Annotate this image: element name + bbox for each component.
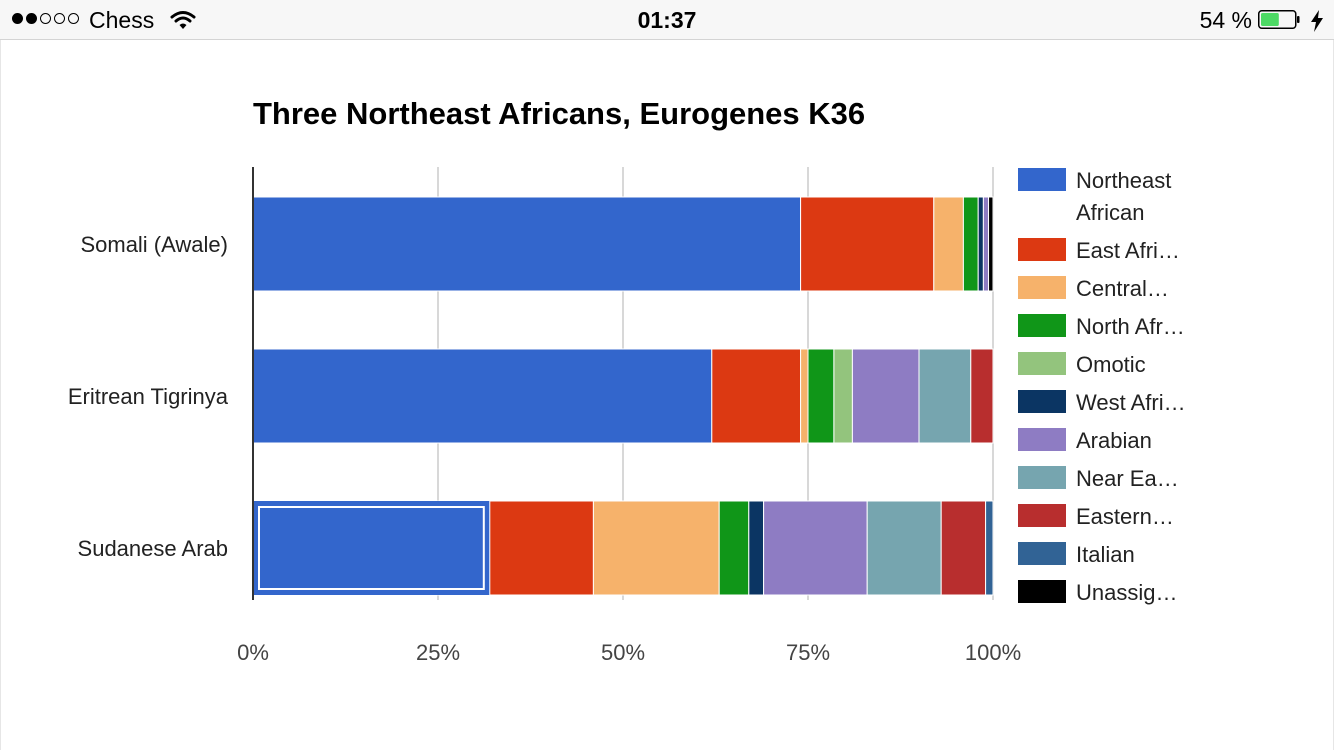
signal-dot — [12, 13, 23, 24]
legend-item[interactable]: Italian — [1018, 542, 1135, 567]
bar-segment[interactable] — [962, 196, 979, 292]
legend-item[interactable]: Eastern… — [1018, 504, 1174, 529]
legend-item[interactable]: North Afr… — [1018, 314, 1185, 339]
bar-segment[interactable] — [933, 196, 964, 292]
chart-title: Three Northeast Africans, Eurogenes K36 — [253, 96, 865, 131]
x-tick-label: 50% — [601, 640, 645, 665]
legend-swatch — [1018, 466, 1066, 489]
legend-item[interactable]: Omotic — [1018, 352, 1146, 377]
legend-label: Italian — [1076, 542, 1135, 567]
legend-item[interactable]: Near Ea… — [1018, 466, 1179, 491]
legend-swatch — [1018, 542, 1066, 565]
legend-swatch — [1018, 238, 1066, 261]
bar-segment[interactable] — [977, 196, 984, 292]
selection-outline-inner — [258, 506, 485, 590]
bar-segment[interactable] — [807, 348, 835, 444]
category-label: Sudanese Arab — [78, 536, 228, 561]
bar-segment[interactable] — [748, 500, 765, 596]
bar-segment[interactable] — [866, 500, 942, 596]
legend-swatch — [1018, 352, 1066, 375]
y-axis-categories: Somali (Awale) Eritrean Tigrinya Sudanese … — [68, 232, 229, 561]
legend: Northeast African East Afri… Central… North … — [1018, 168, 1186, 605]
bar-segment[interactable] — [800, 196, 935, 292]
signal-dot — [40, 13, 51, 24]
bar-segment[interactable] — [800, 348, 809, 444]
status-bar: Chess 01:37 54 % — [0, 0, 1334, 40]
bar-segment[interactable] — [918, 348, 972, 444]
legend-label: Central… — [1076, 276, 1169, 301]
bar-segment[interactable] — [985, 500, 994, 596]
legend-label: African — [1076, 200, 1144, 225]
legend-label: Omotic — [1076, 352, 1146, 377]
bar-segment[interactable] — [252, 500, 491, 596]
bars — [252, 196, 994, 596]
legend-swatch — [1018, 276, 1066, 299]
legend-label: Near Ea… — [1076, 466, 1179, 491]
x-tick-label: 0% — [237, 640, 269, 665]
legend-swatch — [1018, 390, 1066, 413]
bar-segment[interactable] — [988, 196, 994, 292]
legend-label: Eastern… — [1076, 504, 1174, 529]
battery-icon — [1258, 10, 1300, 29]
stacked-bar-chart: Three Northeast Africans, Eurogenes K36 … — [68, 96, 1186, 665]
legend-label: West Afri… — [1076, 390, 1186, 415]
status-time: 01:37 — [637, 7, 697, 33]
charging-bolt-icon — [1311, 10, 1323, 32]
signal-dot — [26, 13, 37, 24]
bar-segment[interactable] — [718, 500, 750, 596]
legend-item[interactable]: West Afri… — [1018, 390, 1186, 415]
legend-swatch — [1018, 314, 1066, 337]
legend-label: East Afri… — [1076, 238, 1180, 263]
legend-label: Arabian — [1076, 428, 1152, 453]
bar-segment[interactable] — [982, 196, 990, 292]
legend-item[interactable]: East Afri… — [1018, 238, 1180, 263]
legend-item[interactable]: Arabian — [1018, 428, 1152, 453]
bar-segment[interactable] — [592, 500, 720, 596]
x-tick-label: 25% — [416, 640, 460, 665]
legend-swatch — [1018, 428, 1066, 451]
battery-percent: 54 % — [1199, 7, 1252, 33]
bar-segment[interactable] — [252, 348, 713, 444]
signal-strength-icon — [12, 13, 79, 24]
selection-outline — [253, 501, 490, 595]
legend-swatch — [1018, 580, 1066, 603]
legend-item[interactable]: Unassig… — [1018, 580, 1177, 605]
bar-segment[interactable] — [940, 500, 987, 596]
x-tick-label: 75% — [786, 640, 830, 665]
category-label: Somali (Awale) — [80, 232, 228, 257]
bar-segment[interactable] — [763, 500, 868, 596]
bar-segment[interactable] — [970, 348, 994, 444]
wifi-icon — [170, 11, 196, 29]
carrier-name: Chess — [89, 7, 155, 33]
legend-label: Northeast — [1076, 168, 1171, 193]
signal-dot — [68, 13, 79, 24]
legend-label: North Afr… — [1076, 314, 1185, 339]
bar-segment[interactable] — [489, 500, 594, 596]
x-axis: 0% 25% 50% 75% 100% — [237, 167, 1021, 665]
legend-item[interactable]: Central… — [1018, 276, 1169, 301]
bar-segment[interactable] — [851, 348, 920, 444]
legend-label: Unassig… — [1076, 580, 1177, 605]
bar-segment[interactable] — [833, 348, 853, 444]
bar-segment[interactable] — [711, 348, 802, 444]
legend-swatch — [1018, 168, 1066, 191]
legend-item[interactable]: Northeast African — [1018, 168, 1171, 225]
signal-dot — [54, 13, 65, 24]
legend-swatch — [1018, 504, 1066, 527]
x-tick-label: 100% — [965, 640, 1021, 665]
category-label: Eritrean Tigrinya — [68, 384, 229, 409]
bar-segment[interactable] — [252, 196, 802, 292]
